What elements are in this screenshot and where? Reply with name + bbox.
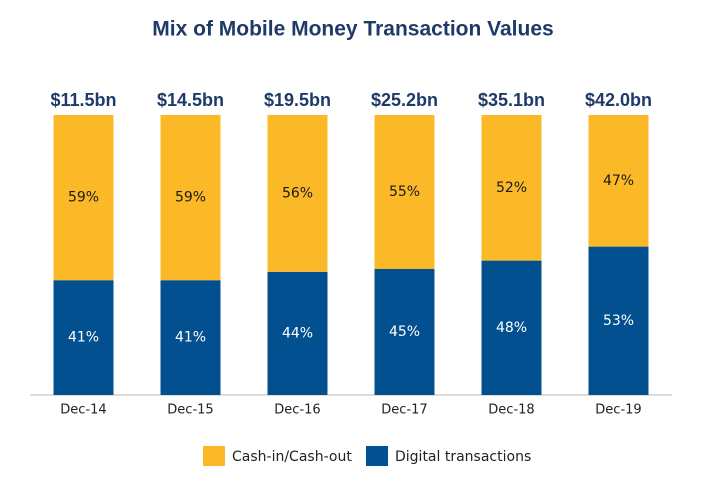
total-label: $19.5bn — [264, 90, 331, 110]
bar-segment — [481, 115, 542, 261]
total-label: $35.1bn — [478, 90, 545, 110]
data-label: 52% — [496, 180, 527, 196]
total-label: $42.0bn — [585, 90, 652, 110]
data-label: 47% — [603, 173, 634, 189]
total-label: $25.2bn — [371, 90, 438, 110]
data-label: 41% — [68, 330, 99, 346]
legend-label: Cash-in/Cash-out — [232, 449, 352, 465]
legend-swatch — [366, 446, 388, 466]
x-tick-label: Dec-18 — [488, 403, 534, 418]
data-label: 55% — [389, 184, 420, 200]
bar-segment — [374, 115, 435, 269]
bar-segment — [481, 260, 542, 395]
data-label: 56% — [282, 185, 313, 201]
data-label: 59% — [175, 190, 206, 206]
x-tick-label: Dec-15 — [167, 403, 213, 418]
legend-label: Digital transactions — [395, 449, 531, 465]
x-tick-label: Dec-17 — [381, 403, 427, 418]
data-label: 59% — [68, 190, 99, 206]
x-tick-label: Dec-16 — [274, 403, 320, 418]
bar-segment — [160, 280, 221, 395]
x-tick-label: Dec-14 — [60, 403, 106, 418]
bar-segment — [160, 115, 221, 281]
bar-segment — [588, 115, 649, 247]
data-label: 48% — [496, 320, 527, 336]
data-label: 41% — [175, 330, 206, 346]
bar-segment — [267, 115, 328, 272]
x-tick-label: Dec-19 — [595, 403, 641, 418]
bar-segment — [588, 246, 649, 395]
data-label: 45% — [389, 324, 420, 340]
legend-swatch — [203, 446, 225, 466]
data-label: 53% — [603, 313, 634, 329]
bar-segment — [53, 115, 114, 281]
bar-segment — [53, 280, 114, 395]
total-label: $11.5bn — [50, 90, 116, 110]
total-label: $14.5bn — [157, 90, 224, 110]
bar-segment — [374, 269, 435, 395]
chart-title: Mix of Mobile Money Transaction Values — [152, 18, 553, 41]
bar-segment — [267, 271, 328, 395]
data-label: 44% — [282, 325, 313, 341]
